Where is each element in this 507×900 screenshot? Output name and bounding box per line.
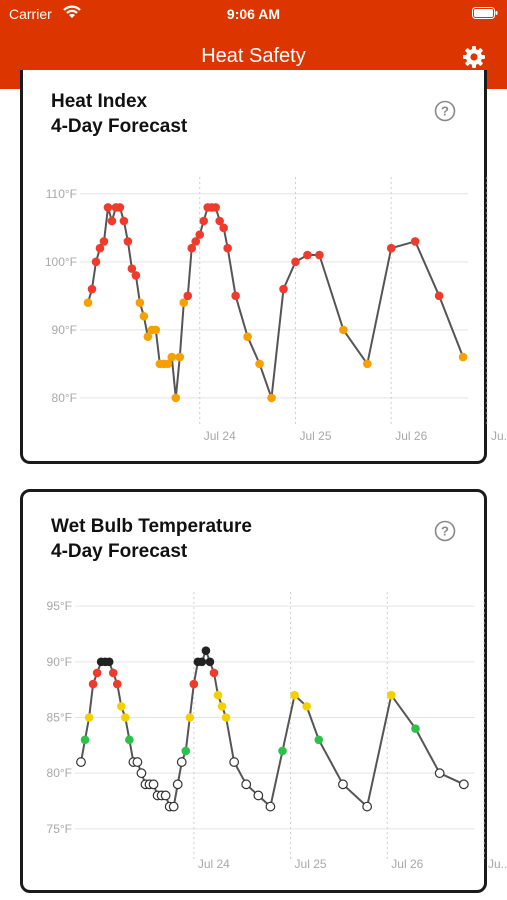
heat-index-card: Heat Index 4-Day Forecast: [20, 70, 487, 464]
carrier-label: Carrier: [9, 6, 52, 22]
wifi-icon: [63, 5, 81, 18]
gear-icon[interactable]: [462, 45, 486, 69]
page-title: Heat Safety: [201, 45, 306, 67]
wet-bulb-help-icon[interactable]: ?: [434, 520, 456, 542]
heat-index-title: Heat Index 4-Day Forecast: [51, 89, 187, 139]
wet-bulb-title: Wet Bulb Temperature 4-Day Forecast: [51, 514, 252, 564]
wet-bulb-card: Wet Bulb Temperature 4-Day Forecast: [20, 489, 487, 893]
status-time: 9:06 AM: [226, 6, 281, 22]
wet-bulb-title-line2: 4-Day Forecast: [51, 541, 188, 562]
heat-index-help-icon[interactable]: ?: [434, 100, 456, 122]
heat-index-title-line1: Heat Index: [51, 91, 148, 112]
heat-index-xtick-label: Ju...: [491, 429, 507, 443]
wet-bulb-title-line1: Wet Bulb Temperature: [51, 516, 252, 537]
heat-index-title-line2: 4-Day Forecast: [51, 116, 188, 137]
wet-bulb-xtick-label: Ju...: [488, 857, 507, 871]
battery-icon: [472, 7, 498, 19]
svg-text:?: ?: [441, 524, 449, 539]
svg-text:?: ?: [441, 104, 449, 119]
